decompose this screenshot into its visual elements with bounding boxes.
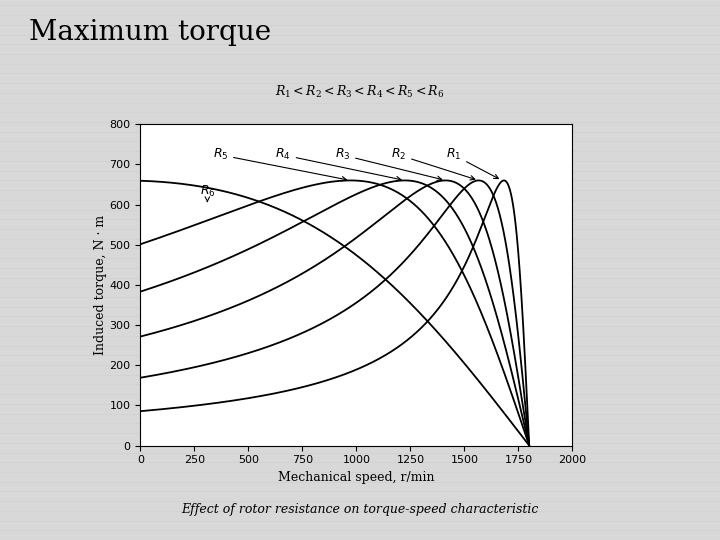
Y-axis label: Induced torque, N · m: Induced torque, N · m (94, 215, 107, 355)
Text: Effect of rotor resistance on torque-speed characteristic: Effect of rotor resistance on torque-spe… (181, 503, 539, 516)
Text: $R_3$: $R_3$ (335, 147, 441, 180)
Text: $R_5$: $R_5$ (212, 147, 346, 181)
Text: Maximum torque: Maximum torque (29, 19, 271, 46)
Text: $R_2$: $R_2$ (391, 147, 474, 180)
Text: $R_6$: $R_6$ (199, 184, 215, 201)
Text: $R_1 < R_2 < R_3 < R_4 < R_5 < R_6$: $R_1 < R_2 < R_3 < R_4 < R_5 < R_6$ (275, 84, 445, 100)
Text: $R_4$: $R_4$ (275, 147, 401, 181)
X-axis label: Mechanical speed, r/min: Mechanical speed, r/min (278, 471, 435, 484)
Text: $R_1$: $R_1$ (446, 147, 498, 179)
